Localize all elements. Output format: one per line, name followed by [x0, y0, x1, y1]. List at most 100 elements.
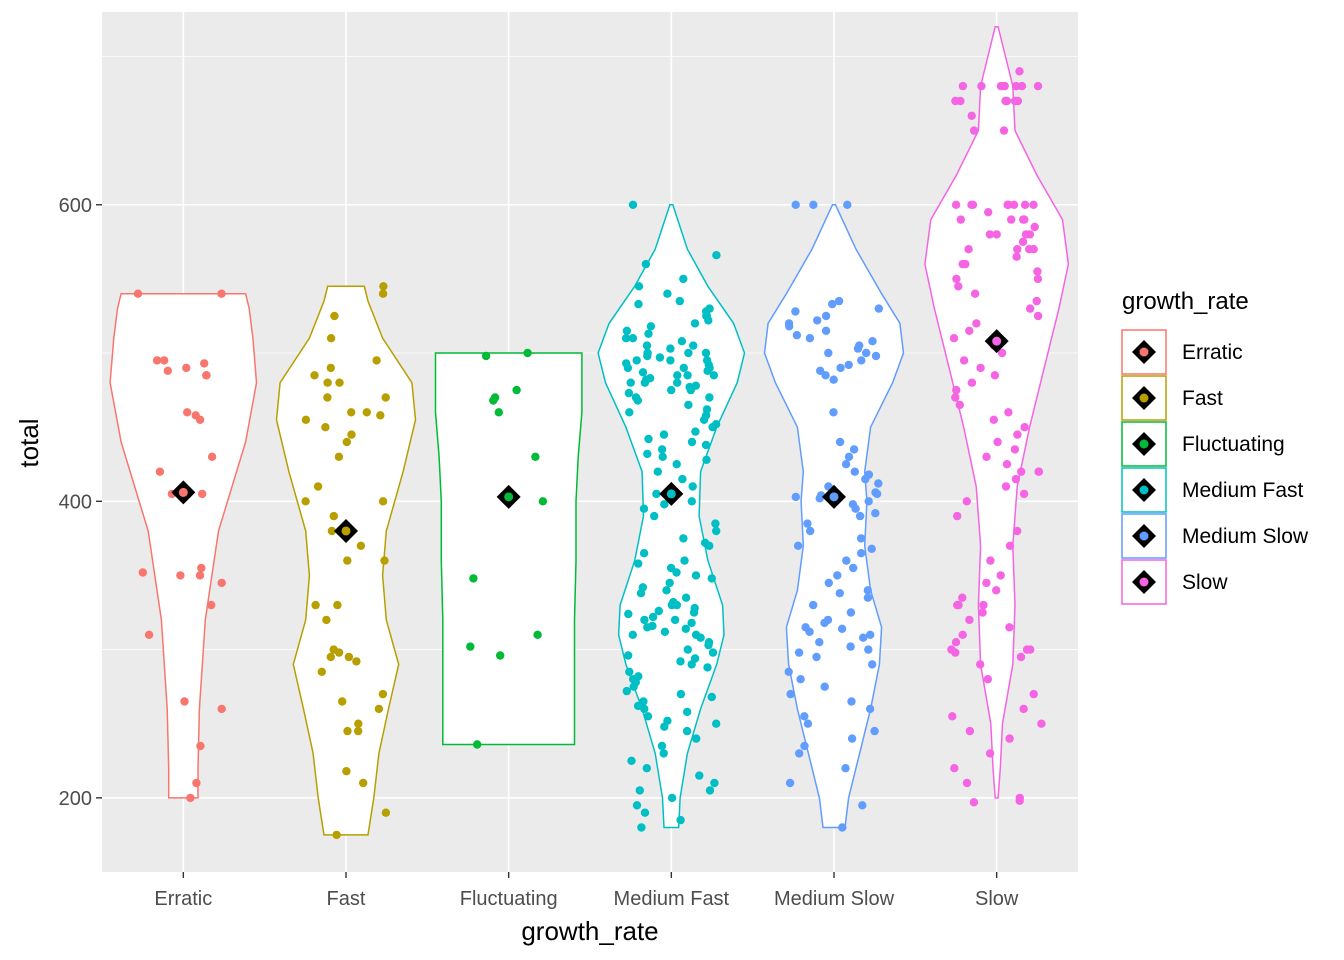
data-point: [666, 356, 674, 364]
data-point: [813, 316, 821, 324]
data-point: [836, 364, 844, 372]
data-point: [643, 341, 651, 349]
data-point: [639, 368, 647, 376]
data-point: [951, 648, 959, 656]
legend-key-dot: [1140, 532, 1149, 541]
data-point: [633, 801, 641, 809]
legend-title: growth_rate: [1122, 288, 1249, 315]
data-point: [951, 393, 959, 401]
data-point: [816, 494, 824, 502]
data-point: [676, 297, 684, 305]
data-point: [846, 642, 854, 650]
data-point: [1018, 82, 1026, 90]
data-point: [359, 779, 367, 787]
data-point: [1033, 267, 1041, 275]
data-point: [1026, 304, 1034, 312]
data-point: [627, 379, 635, 387]
data-point: [376, 411, 384, 419]
data-point: [1013, 527, 1021, 535]
data-point: [795, 749, 803, 757]
data-point: [354, 727, 362, 735]
data-point: [792, 201, 800, 209]
data-point: [843, 201, 851, 209]
data-point: [1030, 690, 1038, 698]
data-point: [851, 468, 859, 476]
data-point: [1034, 468, 1042, 476]
data-point: [705, 393, 713, 401]
data-point: [875, 304, 883, 312]
data-point: [970, 126, 978, 134]
data-point: [1006, 542, 1014, 550]
data-point: [634, 396, 642, 404]
data-point: [661, 628, 669, 636]
data-point: [495, 408, 503, 416]
data-point: [858, 801, 866, 809]
data-point: [702, 456, 710, 464]
data-point: [1034, 275, 1042, 283]
data-point: [847, 608, 855, 616]
data-point: [952, 201, 960, 209]
data-point: [673, 379, 681, 387]
data-point: [677, 690, 685, 698]
data-point: [539, 497, 547, 505]
data-point: [1034, 312, 1042, 320]
data-point: [676, 657, 684, 665]
data-point: [180, 697, 188, 705]
data-point: [654, 468, 662, 476]
data-point: [971, 290, 979, 298]
data-point: [702, 441, 710, 449]
data-point: [979, 601, 987, 609]
data-point: [469, 574, 477, 582]
data-point: [963, 779, 971, 787]
data-point: [379, 497, 387, 505]
data-point: [380, 556, 388, 564]
data-point: [680, 556, 688, 564]
data-point: [643, 352, 651, 360]
data-point: [986, 749, 994, 757]
data-point: [637, 589, 645, 597]
data-point: [1012, 475, 1020, 483]
data-point: [676, 816, 684, 824]
data-point: [186, 794, 194, 802]
data-point: [629, 631, 637, 639]
data-point: [633, 356, 641, 364]
data-point: [1005, 734, 1013, 742]
data-point: [829, 408, 837, 416]
data-point: [1004, 408, 1012, 416]
data-point: [1020, 423, 1028, 431]
data-point: [473, 740, 481, 748]
data-point: [145, 631, 153, 639]
data-point: [625, 668, 633, 676]
data-point: [706, 786, 714, 794]
data-point: [984, 675, 992, 683]
data-point: [647, 322, 655, 330]
data-point: [791, 307, 799, 315]
data-point: [1002, 482, 1010, 490]
data-point: [382, 809, 390, 817]
data-point: [673, 460, 681, 468]
data-point: [635, 282, 643, 290]
data-point: [643, 623, 651, 631]
data-point: [992, 586, 1000, 594]
data-point: [841, 764, 849, 772]
data-point: [874, 479, 882, 487]
data-point: [310, 371, 318, 379]
data-point: [1017, 468, 1025, 476]
y-axis-title: total: [14, 418, 44, 467]
data-point: [641, 809, 649, 817]
data-point: [856, 512, 864, 520]
data-point: [689, 482, 697, 490]
data-point: [649, 613, 657, 621]
data-point: [950, 764, 958, 772]
x-tick-label: Erratic: [154, 888, 212, 910]
data-point: [634, 300, 642, 308]
data-point: [666, 579, 674, 587]
data-point: [1015, 67, 1023, 75]
data-point: [1025, 245, 1033, 253]
data-point: [836, 438, 844, 446]
data-point: [1003, 460, 1011, 468]
data-point: [196, 571, 204, 579]
legend: growth_rate Erratic Fast Fluctuating Medium…: [1122, 288, 1309, 604]
legend-key-dot: [1140, 348, 1149, 357]
data-point: [709, 648, 717, 656]
